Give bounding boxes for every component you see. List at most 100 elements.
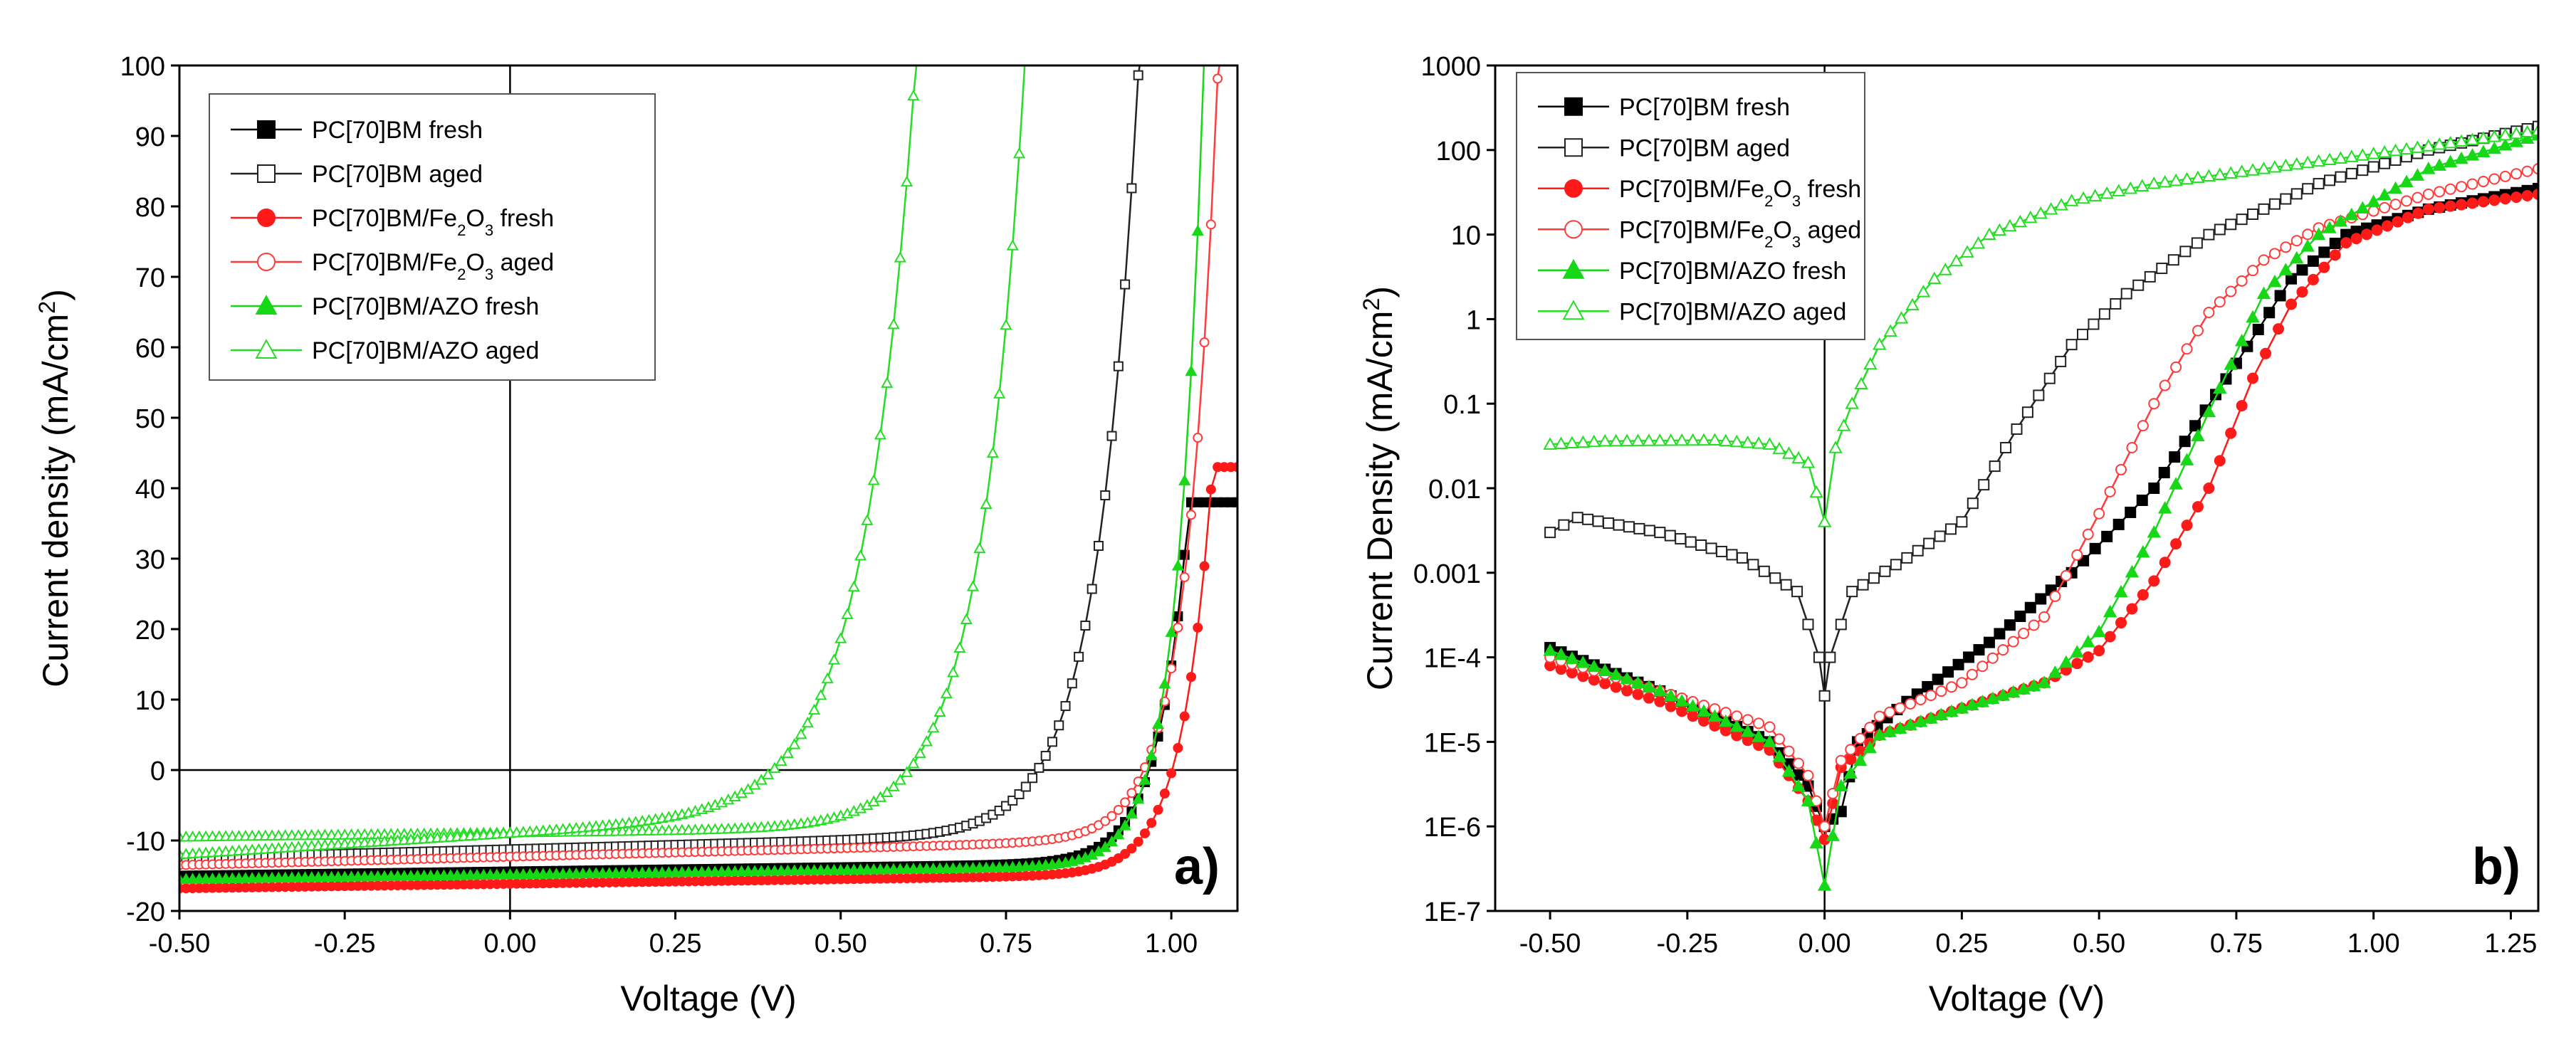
data-point: [1793, 769, 1805, 781]
data-point: [1675, 533, 1687, 545]
data-point: [1074, 26, 1084, 34]
data-point: [1173, 742, 1183, 753]
legend-item: PC[70]BM aged: [231, 161, 483, 188]
data-point: [1598, 663, 1612, 676]
data-point: [1587, 434, 1601, 448]
legend-label: PC[70]BM/Fe2O3 aged: [1619, 216, 1861, 251]
x-tick-label: 1.00: [2347, 929, 2400, 959]
data-point: [2014, 610, 2026, 622]
data-point: [2236, 275, 2248, 287]
data-point: [1193, 26, 1203, 34]
data-point: [2476, 144, 2491, 157]
data-point: [887, 317, 900, 330]
data-point: [2234, 164, 2249, 177]
data-point: [1653, 433, 1667, 446]
data-point: [2125, 506, 2137, 518]
data-point: [1006, 239, 1019, 251]
data-point: [1916, 285, 1931, 297]
data-point: [2510, 168, 2523, 180]
data-point: [1054, 26, 1064, 34]
data-point: [2280, 241, 2292, 253]
data-point: [2333, 151, 2348, 164]
data-point: [1001, 26, 1011, 34]
data-point: [827, 653, 841, 665]
data-point: [1151, 717, 1165, 729]
data-point: [928, 26, 938, 34]
data-point: [901, 175, 913, 187]
legend-marker: [1562, 258, 1585, 279]
data-point: [1193, 622, 1203, 633]
data-point: [1740, 724, 1755, 737]
data-point: [1576, 655, 1591, 668]
data-point: [1133, 26, 1143, 34]
data-point: [1736, 552, 1748, 564]
data-point: [1193, 433, 1203, 443]
data-point: [2355, 201, 2370, 214]
data-point: [1685, 433, 1700, 446]
data-point: [981, 26, 991, 34]
legend-label: PC[70]BM/Fe2O3 fresh: [1619, 176, 1861, 210]
data-point: [2531, 123, 2538, 136]
data-point: [2135, 179, 2150, 191]
data-point: [1080, 26, 1090, 34]
data-point: [915, 26, 925, 34]
data-point: [2329, 249, 2341, 261]
data-point: [1213, 26, 1222, 34]
data-point: [1620, 433, 1634, 447]
data-point: [1193, 26, 1202, 35]
data-point: [1132, 792, 1145, 804]
data-point: [2290, 235, 2303, 247]
data-point: [2136, 544, 2150, 558]
data-point: [1127, 26, 1137, 34]
data-point: [1975, 695, 1990, 707]
x-axis-label: Voltage (V): [1929, 979, 2105, 1018]
data-point: [1762, 734, 1777, 747]
data-point: [2454, 134, 2468, 147]
x-tick-label: 0.50: [815, 929, 867, 959]
data-point: [2167, 254, 2179, 266]
legend-item: PC[70]BM fresh: [1538, 94, 1790, 121]
data-point: [808, 703, 821, 715]
data-point: [1642, 680, 1656, 692]
data-point: [2246, 310, 2260, 323]
legend-marker: [255, 295, 278, 315]
data-point: [1697, 433, 1711, 446]
data-point: [1846, 586, 1858, 598]
data-point: [1226, 26, 1236, 34]
data-point: [2132, 279, 2145, 291]
data-point: [2156, 263, 2168, 275]
data-point: [2399, 174, 2414, 188]
data-point: [1161, 26, 1169, 35]
data-point: [1220, 26, 1230, 34]
data-point: [2389, 199, 2402, 211]
data-point: [1675, 694, 1689, 707]
data-point: [2444, 200, 2456, 212]
data-point: [2080, 635, 2095, 648]
data-point: [2318, 246, 2330, 258]
data-point: [1173, 26, 1182, 35]
data-point: [2252, 323, 2264, 335]
x-tick-label: 0.00: [1799, 929, 1851, 959]
data-point: [1764, 721, 1776, 733]
data-point: [2466, 197, 2478, 209]
data-point: [2037, 675, 2051, 688]
x-tick-label: 0.00: [483, 929, 536, 959]
data-point: [861, 514, 874, 525]
series-3: [179, 65, 1223, 870]
data-point: [867, 474, 880, 485]
data-point: [1781, 446, 1796, 459]
data-point: [995, 26, 1005, 34]
data-point: [2289, 251, 2304, 264]
data-point: [2345, 167, 2357, 179]
y-tick-label: -20: [126, 897, 165, 927]
data-point: [1093, 541, 1104, 552]
data-point: [1685, 536, 1697, 548]
data-point: [1145, 749, 1158, 761]
y-tick-label: 0.001: [1413, 559, 1481, 589]
data-point: [2366, 194, 2381, 207]
legend-label: PC[70]BM/AZO fresh: [1619, 258, 1846, 285]
data-point: [2361, 228, 2373, 241]
data-point: [1160, 26, 1170, 34]
data-point: [1160, 26, 1170, 34]
chart-panel-a: -0.50 -0.25 0.00 0.25 0.50 0.75 1.00 -20 -10 0 10 2…: [34, 26, 1239, 1018]
